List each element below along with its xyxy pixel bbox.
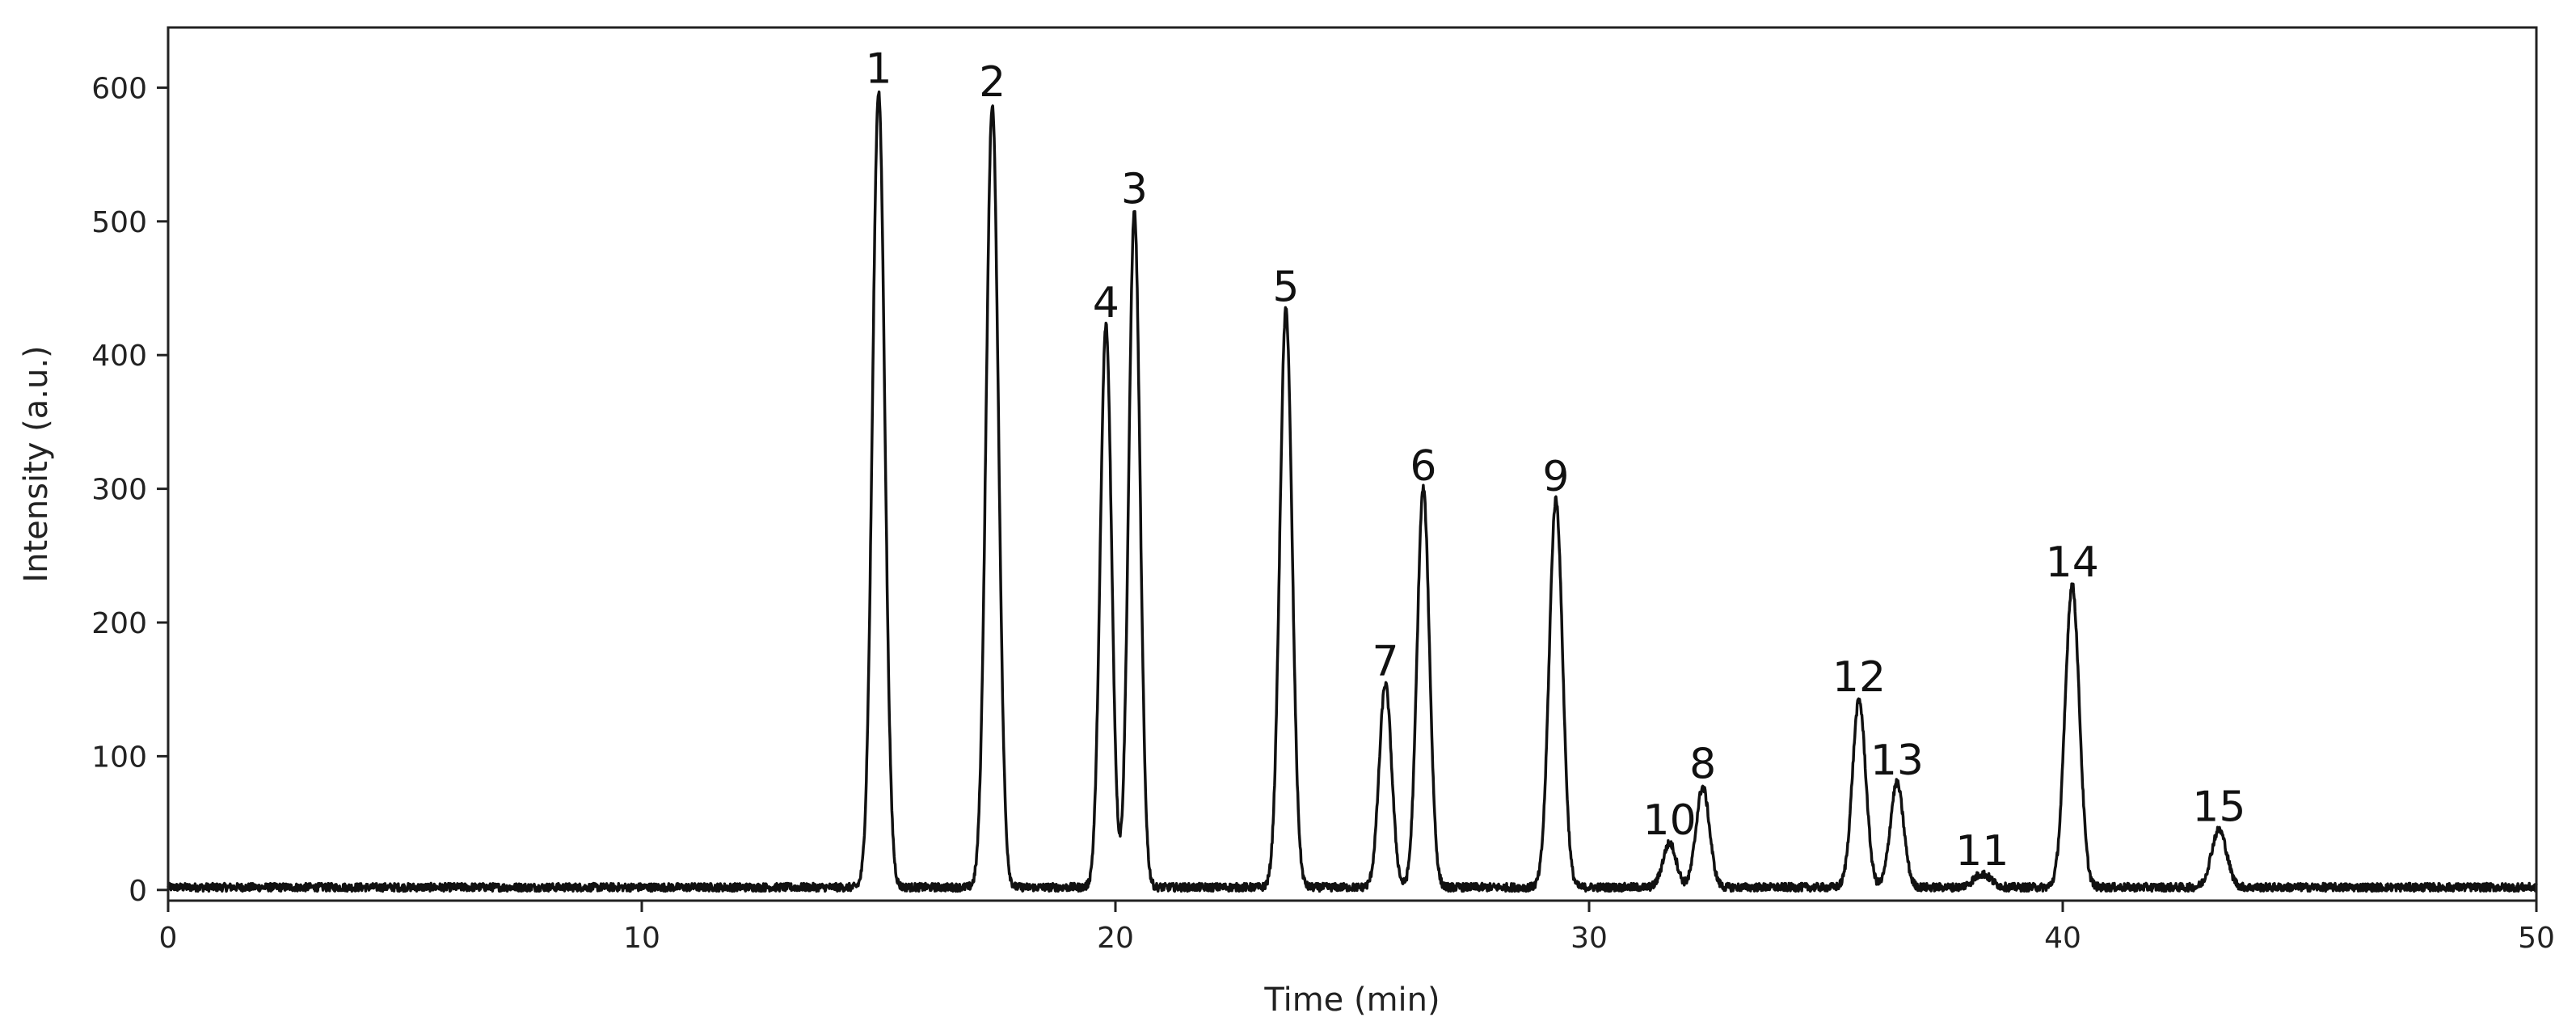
y-tick-label: 100 <box>91 741 147 774</box>
peak-label: 7 <box>1372 637 1398 686</box>
peak-label: 5 <box>1272 263 1299 311</box>
x-tick-label: 0 <box>159 922 178 955</box>
peak-label: 1 <box>865 45 892 94</box>
peak-label: 8 <box>1689 741 1716 789</box>
x-tick-label: 40 <box>2044 922 2081 955</box>
plot-area <box>167 90 2538 893</box>
y-axis: 0 100 200 300 400 500 600 <box>91 72 168 908</box>
peak-label: 11 <box>1955 827 2009 876</box>
signal-trace-line <box>167 90 2538 893</box>
x-tick-label: 10 <box>623 922 660 955</box>
peak-label: 15 <box>2192 783 2245 832</box>
peak-label: 13 <box>1870 737 1924 785</box>
x-tick-label: 20 <box>1097 922 1134 955</box>
y-tick-label: 600 <box>91 72 147 105</box>
peak-label: 4 <box>1093 279 1119 327</box>
peak-label: 10 <box>1643 796 1697 845</box>
x-axis: 0 10 20 30 40 50 <box>159 901 2555 955</box>
y-axis-label: Intensity (a.u.) <box>18 345 55 582</box>
y-tick-label: 200 <box>91 607 147 640</box>
x-tick-label: 50 <box>2518 922 2555 955</box>
peak-label: 12 <box>1832 653 1886 702</box>
peak-label: 14 <box>2046 538 2099 587</box>
peak-label: 6 <box>1410 442 1436 491</box>
y-tick-label: 400 <box>91 340 147 373</box>
plot-frame <box>167 26 2538 902</box>
y-tick-label: 500 <box>91 206 147 239</box>
x-axis-label: Time (min) <box>1263 981 1440 1019</box>
y-tick-label: 0 <box>129 875 147 908</box>
peak-label: 9 <box>1542 453 1569 501</box>
peak-label: 2 <box>979 58 1006 107</box>
peak-label: 3 <box>1121 166 1148 214</box>
x-tick-label: 30 <box>1570 922 1608 955</box>
y-tick-label: 300 <box>91 474 147 507</box>
